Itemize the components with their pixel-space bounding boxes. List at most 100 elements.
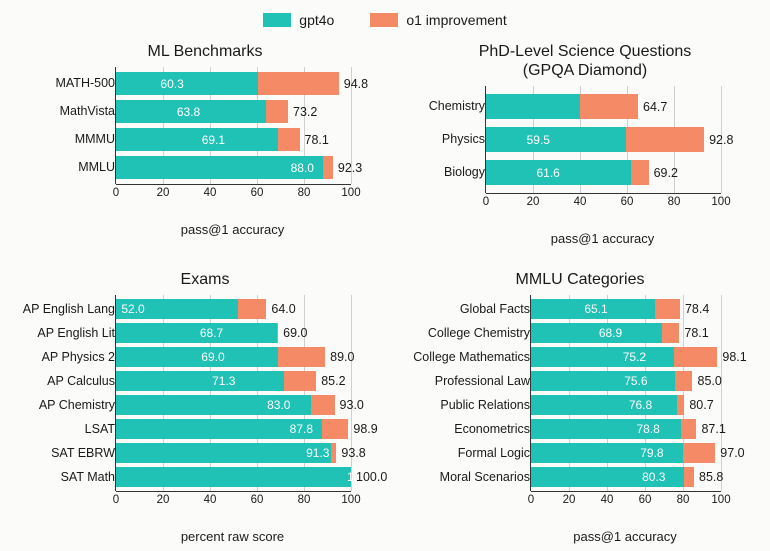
value-total: 98.9 bbox=[353, 422, 377, 436]
bar-improvement bbox=[655, 299, 680, 319]
bar-improvement bbox=[626, 127, 704, 152]
bar-improvement bbox=[677, 395, 684, 415]
value-base: 83.0 bbox=[267, 398, 307, 412]
category-label: Biology bbox=[410, 160, 491, 185]
x-tick-label: 100 bbox=[341, 187, 360, 199]
category-label: Moral Scenarios bbox=[400, 467, 536, 487]
bar-improvement bbox=[284, 371, 317, 391]
value-base: 69.0 bbox=[201, 350, 274, 364]
value-base: 52.0 bbox=[121, 302, 234, 316]
value-base: 78.8 bbox=[636, 422, 676, 436]
value-total: 98.1 bbox=[722, 350, 746, 364]
bar-improvement bbox=[662, 323, 679, 343]
category-label: College Mathematics bbox=[400, 347, 536, 367]
x-tick-label: 80 bbox=[298, 494, 311, 506]
value-base: 63.8 bbox=[177, 105, 262, 119]
bar-improvement bbox=[278, 128, 299, 151]
value-total: 97.0 bbox=[720, 446, 744, 460]
value-base: 88.0 bbox=[291, 161, 319, 175]
plot-area: 02040608010052.064.068.769.069.089.071.3… bbox=[115, 295, 351, 491]
x-tick-label: 0 bbox=[113, 187, 119, 199]
x-tick-label: 20 bbox=[157, 494, 170, 506]
value-base: 69.1 bbox=[202, 133, 275, 147]
chart-panel-gpqa: PhD-Level Science Questions (GPQA Diamon… bbox=[410, 42, 770, 246]
panel-title: PhD-Level Science Questions (GPQA Diamon… bbox=[410, 42, 760, 80]
value-base: 71.3 bbox=[212, 374, 279, 388]
value-total: 89.0 bbox=[330, 350, 354, 364]
x-tick-label: 80 bbox=[298, 187, 311, 199]
value-base: 76.8 bbox=[629, 398, 673, 412]
value-total: 92.8 bbox=[709, 133, 733, 147]
x-tick-label: 20 bbox=[563, 494, 576, 506]
x-axis bbox=[486, 193, 721, 194]
bar-improvement bbox=[631, 160, 649, 185]
value-total: 69.0 bbox=[283, 326, 307, 340]
x-tick-label: 100 bbox=[711, 196, 730, 208]
value-total: 69.2 bbox=[654, 166, 678, 180]
value-base: 68.7 bbox=[200, 326, 274, 340]
x-tick-label: 40 bbox=[601, 494, 614, 506]
value-total: 78.1 bbox=[305, 133, 329, 147]
panel-title: Exams bbox=[20, 270, 390, 289]
x-tick-label: 60 bbox=[621, 196, 634, 208]
x-tick-label: 20 bbox=[157, 187, 170, 199]
value-total: 94.8 bbox=[344, 77, 368, 91]
x-tick-label: 0 bbox=[113, 494, 119, 506]
x-tick-label: 60 bbox=[251, 494, 264, 506]
value-base: 75.6 bbox=[624, 374, 670, 388]
bar-improvement bbox=[322, 419, 348, 439]
bar-improvement bbox=[684, 467, 694, 487]
value-total: 64.0 bbox=[271, 302, 295, 316]
plot-area: 02040608010040.264.759.592.861.669.2 bbox=[485, 86, 721, 193]
bar-base bbox=[116, 467, 351, 487]
value-total: 100.0 bbox=[356, 470, 387, 484]
x-tick-label: 0 bbox=[528, 494, 534, 506]
x-axis-label: pass@1 accuracy bbox=[485, 231, 720, 246]
value-total: 93.0 bbox=[340, 398, 364, 412]
value-total: 93.8 bbox=[341, 446, 365, 460]
bar-improvement bbox=[675, 371, 693, 391]
x-tick-label: 100 bbox=[711, 494, 730, 506]
legend: gpt4oo1 improvement bbox=[0, 12, 770, 30]
category-label: MMLU bbox=[20, 156, 121, 179]
legend-item: o1 improvement bbox=[370, 12, 506, 28]
panel-title: ML Benchmarks bbox=[20, 42, 390, 61]
x-tick-label: 100 bbox=[341, 494, 360, 506]
x-tick-label: 20 bbox=[527, 196, 540, 208]
value-base: 65.1 bbox=[584, 302, 650, 316]
bar-improvement bbox=[331, 443, 337, 463]
value-total: 92.3 bbox=[338, 161, 362, 175]
bar-base bbox=[116, 443, 331, 463]
legend-swatch bbox=[263, 13, 291, 27]
x-axis bbox=[531, 491, 721, 492]
value-total: 78.1 bbox=[684, 326, 708, 340]
x-axis bbox=[116, 184, 351, 185]
panel-title: MMLU Categories bbox=[400, 270, 760, 289]
bar-improvement bbox=[238, 299, 266, 319]
x-tick-label: 60 bbox=[639, 494, 652, 506]
x-tick-label: 0 bbox=[483, 196, 489, 208]
bar-improvement bbox=[311, 395, 335, 415]
plot-area: 02040608010065.178.468.978.175.298.175.6… bbox=[530, 295, 721, 491]
bar-improvement bbox=[683, 443, 716, 463]
value-base: 75.2 bbox=[623, 350, 670, 364]
value-base: 79.8 bbox=[640, 446, 678, 460]
category-label: AP English Lang bbox=[20, 299, 121, 319]
value-total: 85.2 bbox=[321, 374, 345, 388]
grid-line bbox=[351, 295, 352, 491]
category-label: Physics bbox=[410, 127, 491, 152]
legend-swatch bbox=[370, 13, 398, 27]
value-total: 73.2 bbox=[293, 105, 317, 119]
category-label: MATH-500 bbox=[20, 72, 121, 95]
category-label: Chemistry bbox=[410, 94, 491, 119]
chart-panel-ml: ML Benchmarks02040608010060.394.863.873.… bbox=[20, 42, 400, 237]
plot-area: 02040608010060.394.863.873.269.178.188.0… bbox=[115, 67, 351, 184]
x-tick-label: 80 bbox=[677, 494, 690, 506]
value-base: 61.6 bbox=[537, 166, 627, 180]
category-label: MathVista bbox=[20, 100, 121, 123]
value-total: 87.1 bbox=[701, 422, 725, 436]
value-total: 80.7 bbox=[689, 398, 713, 412]
value-total: 85.8 bbox=[699, 470, 723, 484]
category-label: College Chemistry bbox=[400, 323, 536, 343]
category-label: AP Physics 2 bbox=[20, 347, 121, 367]
